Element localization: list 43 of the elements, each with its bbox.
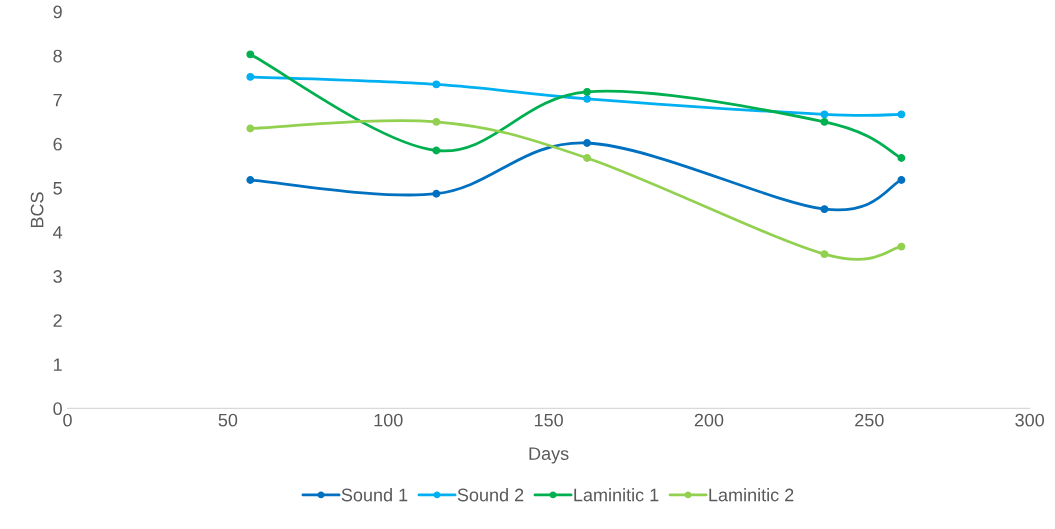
y-tick-label: 3 xyxy=(53,270,62,283)
legend-label: Laminitic 2 xyxy=(709,488,794,502)
point xyxy=(432,80,441,89)
point xyxy=(246,176,255,184)
y-tick-label: 5 xyxy=(53,182,62,195)
x-tick-label: 250 xyxy=(855,413,884,427)
point xyxy=(820,117,829,126)
point xyxy=(583,154,592,162)
x-tick-label: 300 xyxy=(1015,413,1045,427)
legend-label: Sound 2 xyxy=(457,488,524,502)
point xyxy=(897,176,906,184)
y-tick-label: 0 xyxy=(53,402,62,416)
y-tick-label: 8 xyxy=(53,49,62,63)
point xyxy=(897,110,906,119)
legend-label: Sound 1 xyxy=(341,488,408,502)
y-tick-label: 1 xyxy=(54,358,62,371)
point xyxy=(246,72,255,81)
y-tick-label: 4 xyxy=(53,226,63,239)
point xyxy=(583,139,592,147)
point xyxy=(583,94,592,103)
y-tick-label: 9 xyxy=(53,5,62,19)
legend-label: Laminitic 1 xyxy=(574,488,659,502)
y-tick-label: 6 xyxy=(53,137,62,151)
y-axis-title: BCS xyxy=(30,192,44,228)
point xyxy=(897,242,906,251)
point xyxy=(820,250,829,259)
point xyxy=(246,124,255,133)
x-tick-label: 50 xyxy=(218,413,238,427)
point xyxy=(897,154,906,162)
x-tick-label: 100 xyxy=(374,413,403,427)
x-tick-label: 0 xyxy=(63,413,72,427)
point xyxy=(246,50,255,59)
point xyxy=(820,110,829,119)
point xyxy=(820,205,829,214)
x-axis-title: Days xyxy=(529,447,569,464)
x-tick-label: 200 xyxy=(694,413,724,427)
point xyxy=(583,87,592,96)
y-tick-label: 7 xyxy=(53,93,62,107)
x-tick-label: 150 xyxy=(534,413,563,427)
point xyxy=(432,146,441,155)
y-tick-label: 2 xyxy=(53,314,62,327)
point xyxy=(432,117,441,126)
point xyxy=(432,189,441,198)
